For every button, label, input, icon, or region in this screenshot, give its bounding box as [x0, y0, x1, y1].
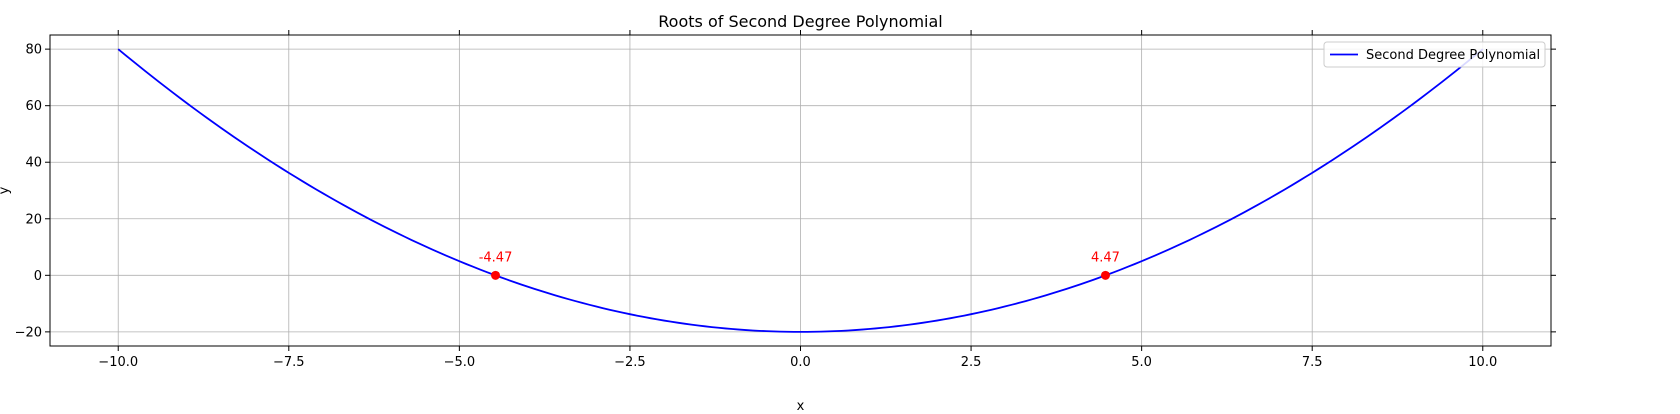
- y-tick-label: 20: [25, 212, 42, 227]
- polynomial-curve: [117, 48, 1484, 333]
- roots-layer: -4.47 4.47: [479, 250, 1120, 280]
- y-tick-label: 80: [25, 43, 42, 58]
- y-axis-label: y: [0, 186, 12, 194]
- legend-label: Second Degree Polynomial: [1366, 48, 1540, 63]
- root-marker: [491, 270, 501, 280]
- chart-title: Roots of Second Degree Polynomial: [658, 12, 942, 31]
- legend: Second Degree Polynomial: [1323, 41, 1546, 68]
- series-layer: [117, 48, 1484, 333]
- x-tick-label: −10.0: [98, 355, 138, 370]
- root-label: 4.47: [1091, 250, 1120, 265]
- x-tick-label: 5.0: [1131, 355, 1152, 370]
- grid-lines: [50, 35, 1551, 346]
- x-tick-label: 7.5: [1302, 355, 1323, 370]
- root-label: -4.47: [479, 250, 513, 265]
- x-axis-label: x: [797, 399, 805, 414]
- x-tick-label: −5.0: [444, 355, 476, 370]
- y-tick-label: 60: [25, 99, 42, 114]
- x-tick-label: −7.5: [273, 355, 305, 370]
- tick-layer: −10.0 −7.5 −5.0 −2.5 0.0 2.5 5.0 7.5 10.0 −20 0 20 4…: [15, 30, 1556, 370]
- y-tick-label: 0: [34, 269, 42, 284]
- x-tick-label: −2.5: [614, 355, 646, 370]
- y-tick-label: −20: [15, 325, 42, 340]
- root-marker: [1100, 270, 1110, 280]
- y-tick-label: 40: [25, 156, 42, 171]
- x-tick-label: 10.0: [1468, 355, 1497, 370]
- legend-box: [1323, 41, 1546, 68]
- x-tick-label: 0.0: [790, 355, 811, 370]
- x-tick-label: 2.5: [961, 355, 982, 370]
